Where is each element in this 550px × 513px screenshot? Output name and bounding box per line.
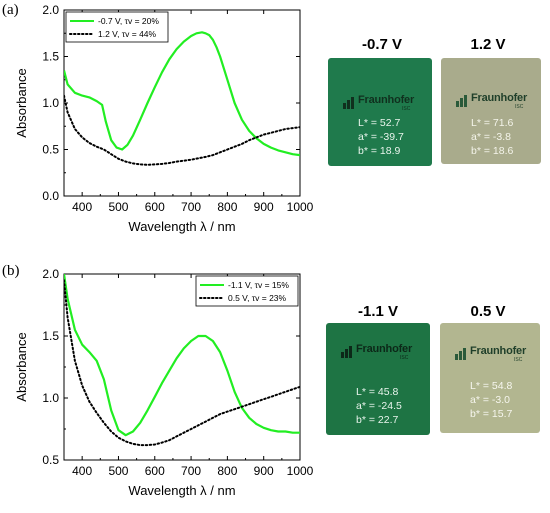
lab-l-value: L* = 71.6	[471, 117, 514, 129]
y-tick-label: 0.0	[42, 189, 59, 203]
x-tick-label: 800	[217, 200, 237, 214]
legend-box	[65, 11, 169, 43]
y-tick-label: 1.5	[42, 50, 59, 64]
y-tick-label: 1.5	[42, 329, 59, 343]
y-tick-label: 0.5	[42, 453, 59, 467]
color-sample-b1: Fraunhofer ISC L* = 45.8 a* = -24.5 b* =…	[326, 323, 430, 435]
x-tick-label: 800	[217, 464, 237, 478]
x-tick-label: 400	[72, 200, 92, 214]
legend-label-2: 1.2 V, τv = 44%	[98, 29, 157, 39]
sample-a2-title: 1.2 V	[470, 36, 506, 53]
series-line-1	[64, 31, 300, 157]
lab-a-value: a* = -3.8	[471, 131, 511, 143]
x-tick-label: 500	[108, 200, 128, 214]
x-tick-label: 1000	[287, 464, 314, 478]
fraunhofer-mark-icon	[341, 346, 352, 358]
color-sample-b2: Fraunhofer ISC L* = 54.8 a* = -3.0 b* = …	[440, 323, 540, 433]
y-axis-label: Absorbance	[14, 68, 29, 137]
lab-l-value: L* = 45.8	[356, 386, 399, 398]
panel-b-label: (b)	[2, 263, 20, 279]
x-tick-label: 900	[254, 464, 274, 478]
lab-values: L* = 71.6 a* = -3.8 b* = 18.6	[441, 116, 541, 158]
series-line-1	[64, 274, 300, 437]
lab-l-value: L* = 54.8	[470, 380, 513, 392]
lab-a-value: a* = -39.7	[358, 131, 404, 143]
y-tick-label: 1.0	[42, 96, 59, 110]
lab-b-value: b* = 15.7	[470, 408, 513, 420]
color-sample-a1: Fraunhofer ISC L* = 52.7 a* = -39.7 b* =…	[328, 58, 432, 166]
lab-b-value: b* = 18.9	[358, 145, 401, 157]
y-tick-label: 2.0	[42, 267, 59, 281]
sample-b1-title: -1.1 V	[357, 303, 399, 320]
legend-box	[195, 275, 299, 307]
legend-label-2: 0.5 V, τv = 23%	[228, 293, 287, 303]
x-tick-label: 600	[145, 200, 165, 214]
panel-a-label: (a)	[2, 2, 19, 18]
series-line-2	[64, 94, 300, 166]
lab-a-value: a* = -3.0	[470, 394, 510, 406]
logo-subtext: ISC	[514, 357, 523, 363]
x-tick-label: 700	[181, 464, 201, 478]
logo-subtext: ISC	[402, 106, 411, 112]
lab-l-value: L* = 52.7	[358, 117, 401, 129]
fraunhofer-mark-icon	[343, 97, 354, 109]
x-axis-label: Wavelength λ / nm	[128, 483, 235, 498]
lab-values: L* = 45.8 a* = -24.5 b* = 22.7	[326, 385, 430, 427]
lab-values: L* = 54.8 a* = -3.0 b* = 15.7	[440, 379, 540, 421]
x-tick-label: 500	[108, 464, 128, 478]
logo-text: Fraunhofer	[471, 92, 528, 104]
lab-b-value: b* = 22.7	[356, 414, 399, 426]
sample-b2-title: 0.5 V	[470, 303, 506, 320]
absorbance-chart-b: 400 500 600 700 800 900 1000 0.5 1.0 1.5 2.0 Wavele…	[14, 267, 314, 498]
fraunhofer-mark-icon	[455, 348, 466, 360]
logo-subtext: ISC	[515, 104, 524, 110]
logo-text: Fraunhofer	[358, 94, 415, 106]
fraunhofer-logo: Fraunhofer ISC	[342, 94, 432, 114]
x-axis-label: Wavelength λ / nm	[128, 219, 235, 234]
fraunhofer-logo: Fraunhofer ISC	[454, 345, 540, 365]
logo-text: Fraunhofer	[470, 345, 527, 357]
logo-text: Fraunhofer	[356, 343, 413, 355]
fraunhofer-mark-icon	[456, 95, 467, 107]
lab-b-value: b* = 18.6	[471, 145, 514, 157]
sample-a1-title: -0.7 V	[361, 36, 403, 53]
legend-label-1: -0.7 V, τv = 20%	[98, 16, 159, 26]
x-tick-label: 700	[181, 200, 201, 214]
legend-label-1: -1.1 V, τv = 15%	[228, 280, 289, 290]
series-line-2	[64, 279, 300, 447]
y-tick-label: 2.0	[42, 3, 59, 17]
lab-values: L* = 52.7 a* = -39.7 b* = 18.9	[328, 116, 432, 158]
y-tick-label: 0.5	[42, 143, 59, 157]
lab-a-value: a* = -24.5	[356, 400, 402, 412]
x-tick-label: 1000	[287, 200, 314, 214]
absorbance-chart-a: 400 500 600 700 800 900 1000 0.0 0.5 1.0 1.5 2.0 Wav…	[14, 3, 314, 234]
color-sample-a2: Fraunhofer ISC L* = 71.6 a* = -3.8 b* = …	[441, 58, 541, 164]
logo-subtext: ISC	[400, 355, 409, 361]
fraunhofer-logo: Fraunhofer ISC	[455, 92, 541, 112]
fraunhofer-logo: Fraunhofer ISC	[340, 343, 430, 363]
x-tick-label: 400	[72, 464, 92, 478]
x-tick-label: 600	[145, 464, 165, 478]
x-tick-label: 900	[254, 200, 274, 214]
y-tick-label: 1.0	[42, 391, 59, 405]
y-axis-label: Absorbance	[14, 332, 29, 401]
